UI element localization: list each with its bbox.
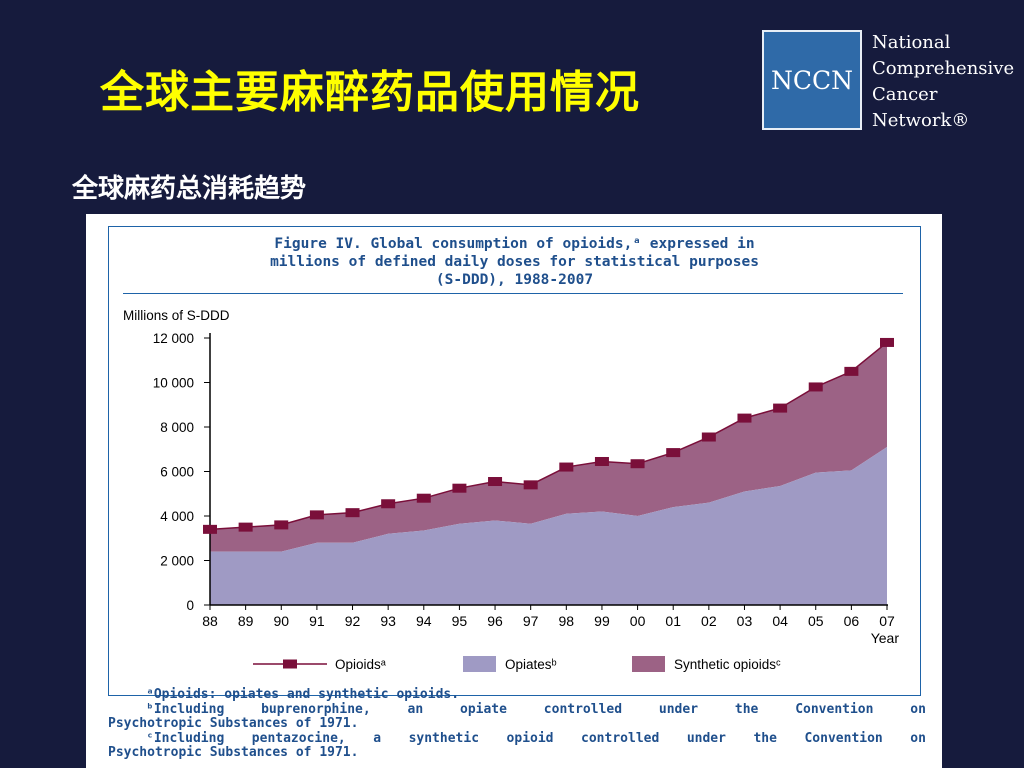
footnote-word: controlled bbox=[543, 701, 623, 717]
x-tick-label: 88 bbox=[202, 613, 218, 629]
legend-synthetic-swatch bbox=[632, 656, 665, 672]
opioids-marker bbox=[559, 462, 574, 472]
opioids-marker bbox=[416, 493, 431, 503]
x-axis-title: Year bbox=[871, 630, 900, 646]
opioids-marker bbox=[630, 459, 645, 469]
y-tick-label: 8 000 bbox=[160, 420, 194, 435]
logo-line: National bbox=[872, 32, 951, 53]
x-tick-label: 00 bbox=[630, 613, 646, 629]
figure-title-line: (S-DDD), 1988-2007 bbox=[435, 272, 594, 288]
legend-opiates-swatch bbox=[463, 656, 496, 672]
opioids-marker bbox=[381, 499, 396, 509]
x-tick-label: 01 bbox=[665, 613, 681, 629]
figure-title-line: Figure IV. Global consumption of opioids… bbox=[274, 236, 755, 252]
footnote-word: an bbox=[407, 701, 424, 717]
footnote-word: the bbox=[734, 701, 759, 717]
x-tick-label: 89 bbox=[238, 613, 254, 629]
footnote-b-line1: ᵇIncluding buprenorphine, an opiate controll… bbox=[108, 701, 926, 718]
footnote-word: on bbox=[910, 730, 926, 746]
logo-line: Network® bbox=[872, 110, 970, 131]
nccn-logo-box: NCCN bbox=[762, 30, 862, 130]
x-tick-label: 97 bbox=[523, 613, 539, 629]
footnote-word: ᶜIncluding bbox=[146, 730, 225, 746]
synthetic-opioids-area bbox=[210, 342, 887, 552]
y-tick-label: 2 000 bbox=[160, 554, 194, 569]
x-tick-label: 02 bbox=[701, 613, 717, 629]
opioids-marker bbox=[488, 477, 503, 487]
figure-panel: Figure IV. Global consumption of opioids… bbox=[86, 214, 942, 768]
footnote-word: ᵇIncluding bbox=[146, 701, 225, 717]
x-tick-label: 04 bbox=[772, 613, 788, 629]
x-tick-label: 06 bbox=[844, 613, 860, 629]
x-tick-label: 96 bbox=[487, 613, 503, 629]
footnote-word: a bbox=[373, 730, 382, 746]
figure-frame: Figure IV. Global consumption of opioids… bbox=[108, 226, 921, 696]
opioids-marker bbox=[880, 337, 894, 347]
y-tick-label: 0 bbox=[186, 598, 194, 613]
footnote-word: the bbox=[753, 730, 777, 746]
x-tick-label: 93 bbox=[380, 613, 396, 629]
opioids-marker bbox=[737, 413, 752, 423]
x-tick-label: 03 bbox=[737, 613, 753, 629]
slide-subtitle: 全球麻药总消耗趋势 bbox=[72, 174, 307, 204]
x-tick-label: 90 bbox=[273, 613, 289, 629]
footnote-b-line2: Psychotropic Substances of 1971. bbox=[108, 716, 359, 731]
opioids-marker bbox=[452, 483, 467, 493]
y-tick-label: 12 000 bbox=[153, 331, 194, 346]
opioids-marker bbox=[844, 366, 859, 376]
footnote-c-line2: Psychotropic Substances of 1971. bbox=[108, 745, 359, 760]
opiates-area bbox=[210, 447, 887, 605]
x-tick-label: 95 bbox=[452, 613, 468, 629]
x-tick-label: 91 bbox=[309, 613, 325, 629]
footnote-a: ᵃOpioids: opiates and synthetic opioids. bbox=[146, 687, 460, 702]
footnote-word: on bbox=[910, 701, 926, 717]
opioids-marker bbox=[666, 448, 681, 458]
opioids-marker bbox=[773, 403, 788, 413]
opioids-marker bbox=[203, 524, 217, 534]
y-tick-label: 10 000 bbox=[153, 376, 194, 391]
figure-title-rule bbox=[123, 293, 903, 294]
footnote-word: opioid bbox=[506, 730, 554, 746]
footnote-word: under bbox=[658, 701, 699, 717]
opioids-marker bbox=[309, 510, 324, 520]
logo-line: Cancer bbox=[872, 84, 938, 105]
slide-title: 全球主要麻醉药品使用情况 bbox=[100, 67, 640, 118]
logo-line: Comprehensive bbox=[872, 58, 1015, 79]
legend-opioids-marker bbox=[283, 659, 297, 669]
x-tick-label: 98 bbox=[559, 613, 575, 629]
footnote-word: controlled bbox=[581, 730, 660, 746]
figure-footnotes: ᵃOpioids: opiates and synthetic opioids.… bbox=[108, 687, 926, 761]
opioids-marker bbox=[808, 382, 823, 392]
nccn-logo-wordmark: National Comprehensive Cancer Network® bbox=[872, 30, 1014, 134]
nccn-logo: NCCN National Comprehensive Cancer Netwo… bbox=[762, 30, 1020, 134]
footnote-word: synthetic bbox=[408, 730, 480, 746]
footnote-word: pentazocine, bbox=[251, 730, 346, 746]
x-tick-label: 07 bbox=[879, 613, 895, 629]
legend-opiates-label: Opiatesᵇ bbox=[505, 657, 557, 672]
legend-synthetic-label: Synthetic opioidsᶜ bbox=[674, 657, 781, 672]
opioids-marker bbox=[274, 520, 289, 530]
x-tick-label: 05 bbox=[808, 613, 824, 629]
opioids-marker bbox=[345, 508, 360, 518]
footnote-word: buprenorphine, bbox=[261, 701, 371, 717]
footnote-word: opiate bbox=[460, 701, 507, 717]
x-tick-label: 99 bbox=[594, 613, 610, 629]
figure-title-line: millions of defined daily doses for stat… bbox=[270, 254, 759, 270]
footnote-c-line1: ᶜIncluding pentazocine, a synthetic opioid co… bbox=[108, 730, 926, 747]
opioids-marker bbox=[523, 480, 538, 490]
opioids-marker bbox=[594, 456, 609, 466]
x-tick-label: 94 bbox=[416, 613, 432, 629]
footnote-word: Convention bbox=[804, 730, 883, 746]
y-axis-title: Millions of S-DDD bbox=[123, 308, 230, 323]
legend-opioids-label: Opioidsᵃ bbox=[335, 657, 387, 672]
x-tick-label: 92 bbox=[345, 613, 361, 629]
footnote-word: Convention bbox=[795, 701, 874, 717]
opioids-marker bbox=[238, 522, 253, 532]
y-tick-label: 4 000 bbox=[160, 509, 194, 524]
figure-title: Figure IV. Global consumption of opioids… bbox=[109, 235, 920, 289]
opioids-marker bbox=[701, 432, 716, 442]
footnote-word: under bbox=[686, 730, 726, 746]
y-tick-label: 6 000 bbox=[160, 465, 194, 480]
